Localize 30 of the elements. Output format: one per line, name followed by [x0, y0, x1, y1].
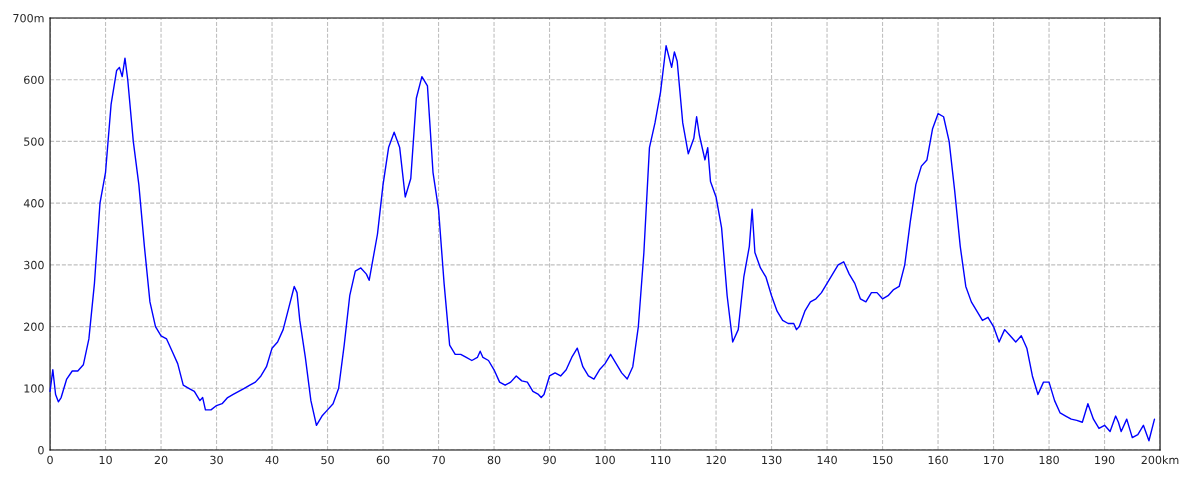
- x-tick-label: 150: [873, 455, 893, 465]
- line-series: [49, 45, 1156, 442]
- y-tick-label: 300: [24, 260, 44, 270]
- x-tick-label: 200km: [1141, 455, 1179, 465]
- x-tick-label: 20: [154, 455, 168, 465]
- x-tick-label: 90: [543, 455, 556, 465]
- x-tick-label: 140: [817, 455, 837, 465]
- x-tick-label: 190: [1095, 455, 1115, 465]
- x-tick-label: 70: [432, 455, 445, 465]
- x-tick-label: 100: [595, 455, 615, 465]
- x-tick-label: 120: [706, 455, 726, 465]
- y-tick-label: 500: [24, 137, 44, 146]
- x-tick-label: 170: [984, 455, 1004, 465]
- x-tick-label: 110: [651, 455, 671, 465]
- x-tick-label: 160: [928, 455, 948, 465]
- x-tick-label: 130: [762, 455, 782, 465]
- x-tick-label: 30: [210, 455, 223, 465]
- x-tick-label: 180: [1039, 455, 1059, 465]
- x-tick-label: 10: [99, 455, 112, 465]
- y-tick-label: 100: [24, 384, 44, 393]
- x-tick-label: 50: [321, 455, 334, 465]
- y-tick-label: 400: [23, 199, 44, 208]
- y-tick-label: 700m: [13, 13, 44, 23]
- x-tick-label: 0: [47, 455, 53, 465]
- x-tick-label: 80: [487, 455, 501, 465]
- x-tick-label: 60: [376, 455, 390, 465]
- y-tick-label: 600: [24, 75, 44, 85]
- y-tick-label: 200: [24, 322, 44, 331]
- y-tick-label: 0: [38, 445, 44, 455]
- x-tick-label: 40: [265, 455, 279, 465]
